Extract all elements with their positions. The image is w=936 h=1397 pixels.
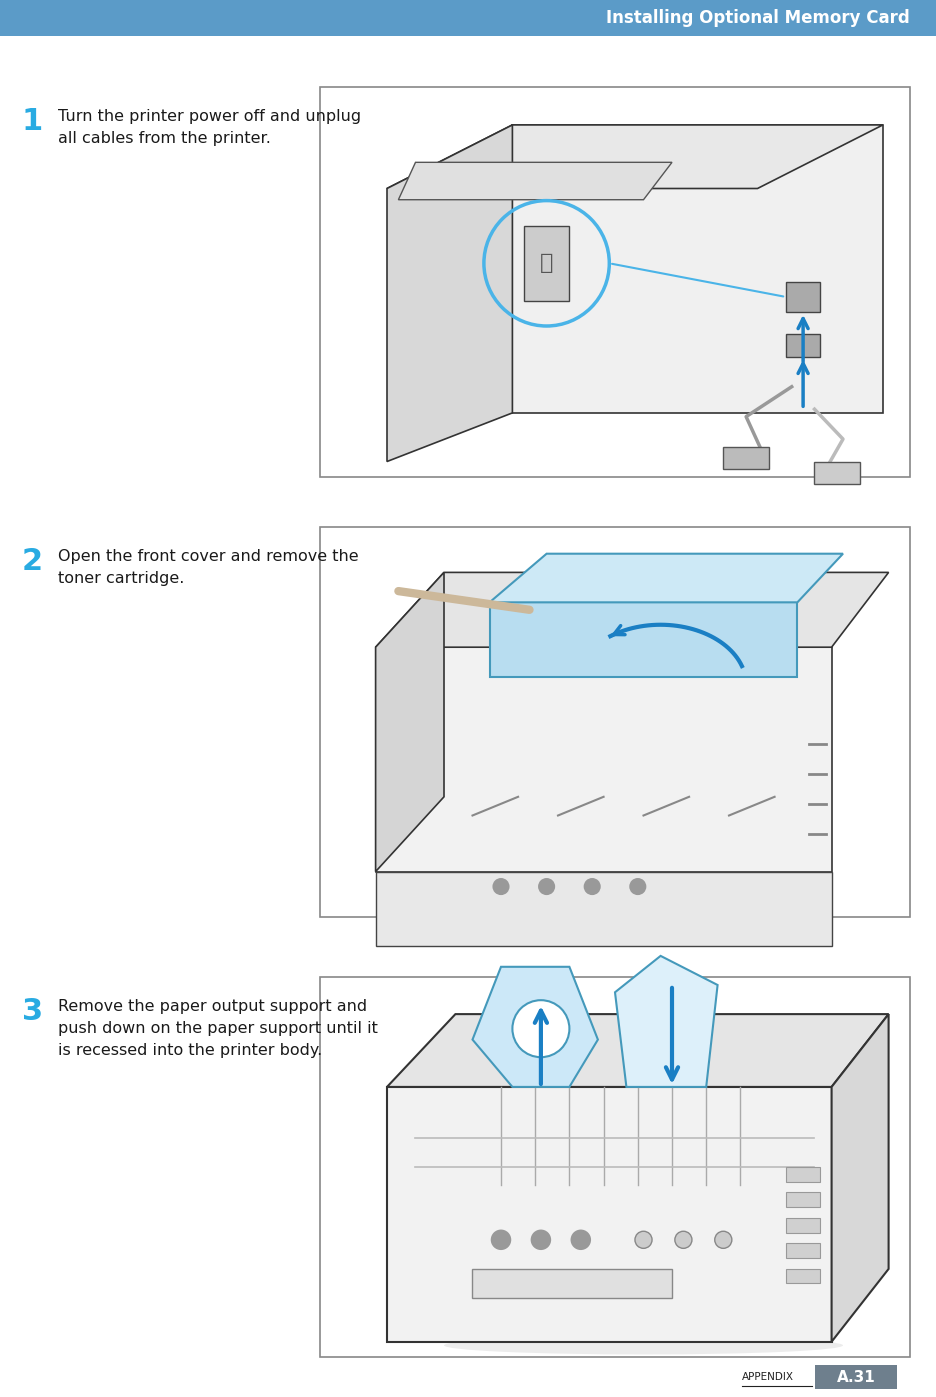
Circle shape — [512, 1000, 569, 1058]
Text: Remove the paper output support and
push down on the paper support until it
is r: Remove the paper output support and push… — [58, 999, 377, 1059]
Bar — [785, 1218, 819, 1232]
Polygon shape — [472, 967, 597, 1087]
Polygon shape — [375, 647, 831, 872]
Bar — [723, 447, 768, 469]
Polygon shape — [387, 1014, 887, 1087]
Circle shape — [674, 1231, 691, 1249]
Bar — [814, 1365, 896, 1389]
Polygon shape — [490, 602, 797, 678]
Text: Installing Optional Memory Card: Installing Optional Memory Card — [606, 8, 909, 27]
Ellipse shape — [444, 1337, 842, 1355]
Text: 3: 3 — [22, 997, 43, 1025]
Circle shape — [583, 877, 600, 895]
Bar — [320, 87, 909, 476]
Circle shape — [492, 877, 509, 895]
Bar — [0, 0, 936, 36]
Polygon shape — [512, 124, 882, 414]
Circle shape — [537, 877, 554, 895]
Polygon shape — [398, 162, 671, 200]
Bar — [785, 1268, 819, 1284]
Polygon shape — [490, 553, 842, 602]
Text: ⏻: ⏻ — [539, 253, 552, 274]
Circle shape — [635, 1231, 651, 1249]
Text: APPENDIX: APPENDIX — [741, 1372, 793, 1382]
Polygon shape — [387, 124, 882, 189]
Bar — [785, 1193, 819, 1207]
Bar — [785, 1243, 819, 1259]
Text: Open the front cover and remove the
toner cartridge.: Open the front cover and remove the tone… — [58, 549, 358, 587]
Bar — [320, 527, 909, 916]
Text: A.31: A.31 — [836, 1369, 874, 1384]
Bar — [523, 226, 569, 300]
Polygon shape — [387, 124, 512, 461]
Bar — [320, 977, 909, 1356]
Circle shape — [570, 1229, 591, 1250]
Polygon shape — [375, 872, 831, 946]
Text: 1: 1 — [22, 108, 43, 136]
Circle shape — [530, 1229, 550, 1250]
Bar — [785, 334, 819, 356]
Circle shape — [714, 1231, 731, 1249]
Bar — [813, 461, 859, 483]
Text: Turn the printer power off and unplug
all cables from the printer.: Turn the printer power off and unplug al… — [58, 109, 360, 147]
Circle shape — [629, 877, 646, 895]
Circle shape — [490, 1229, 511, 1250]
Bar — [785, 282, 819, 312]
Polygon shape — [614, 956, 717, 1087]
Polygon shape — [375, 573, 444, 872]
Bar — [785, 1166, 819, 1182]
Text: 2: 2 — [22, 548, 43, 576]
Bar — [472, 1268, 671, 1298]
Polygon shape — [375, 573, 887, 647]
Polygon shape — [831, 1014, 887, 1341]
Polygon shape — [387, 1087, 831, 1341]
